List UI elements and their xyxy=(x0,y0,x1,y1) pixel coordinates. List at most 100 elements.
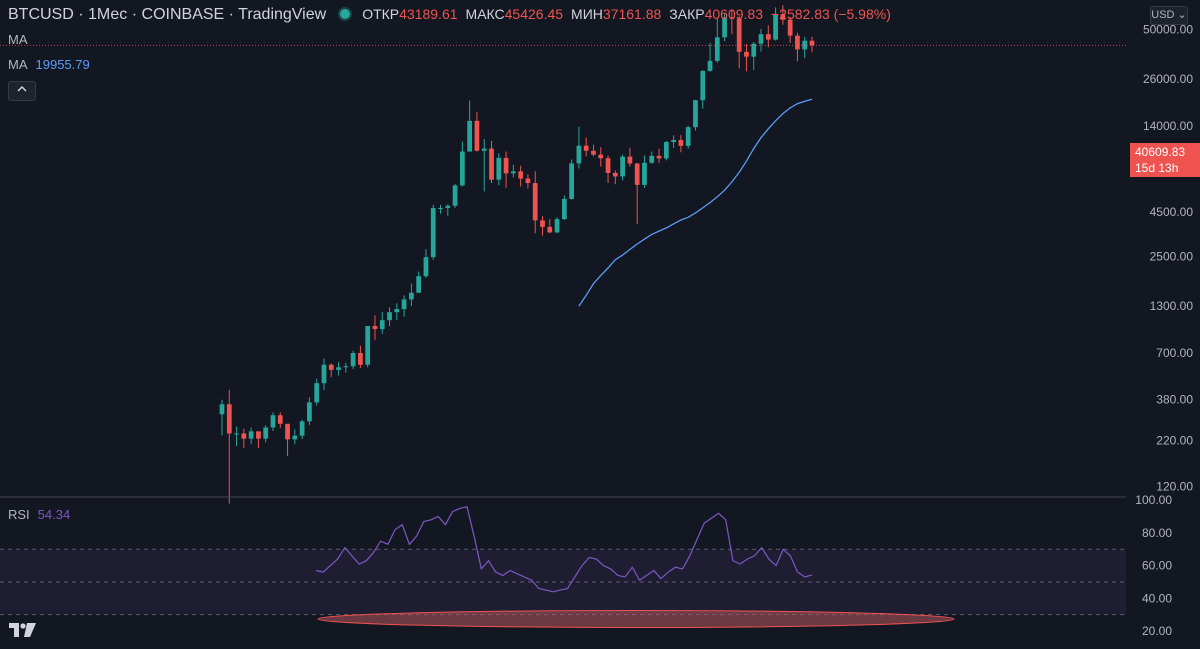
price-pane[interactable] xyxy=(0,5,1126,504)
candle[interactable] xyxy=(685,126,691,149)
candle[interactable] xyxy=(758,28,764,52)
candle[interactable] xyxy=(605,155,611,184)
indicator-rsi[interactable]: RSI 54.34 xyxy=(8,507,70,522)
candle[interactable] xyxy=(277,412,283,429)
candle[interactable] xyxy=(656,148,662,163)
candle[interactable] xyxy=(489,140,494,184)
candle[interactable] xyxy=(423,249,429,278)
candle[interactable] xyxy=(663,140,669,161)
candle[interactable] xyxy=(591,144,596,157)
candle[interactable] xyxy=(773,7,778,41)
tradingview-logo-icon[interactable] xyxy=(9,621,37,639)
candle[interactable] xyxy=(729,9,735,35)
candle[interactable] xyxy=(518,165,524,187)
candle[interactable] xyxy=(642,155,647,188)
candle[interactable] xyxy=(787,16,793,43)
price-axis-background[interactable] xyxy=(1126,0,1200,649)
candle[interactable] xyxy=(751,42,757,71)
currency-button[interactable]: USD ⌄ xyxy=(1150,6,1188,25)
candle[interactable] xyxy=(460,141,465,187)
candle[interactable] xyxy=(409,283,414,307)
candle[interactable] xyxy=(503,151,509,188)
candle[interactable] xyxy=(554,217,560,234)
candle[interactable] xyxy=(809,36,815,53)
candle[interactable] xyxy=(700,70,706,109)
candle[interactable] xyxy=(744,44,749,72)
candle[interactable] xyxy=(474,112,480,152)
candle[interactable] xyxy=(583,137,589,157)
candle[interactable] xyxy=(430,204,436,260)
candle[interactable] xyxy=(379,312,385,334)
candle[interactable] xyxy=(307,397,312,426)
candle[interactable] xyxy=(452,184,458,208)
candle[interactable] xyxy=(219,399,225,436)
candle[interactable] xyxy=(540,216,545,236)
candle[interactable] xyxy=(678,134,684,153)
candle[interactable] xyxy=(510,164,516,178)
candle[interactable] xyxy=(285,423,290,456)
candle-body xyxy=(460,151,465,186)
candle[interactable] xyxy=(358,345,363,368)
ma-line[interactable] xyxy=(578,98,813,307)
candle[interactable] xyxy=(576,126,582,169)
candle[interactable] xyxy=(292,429,298,445)
candle[interactable] xyxy=(372,315,378,341)
candle[interactable] xyxy=(598,147,604,167)
candle[interactable] xyxy=(438,204,443,214)
candle[interactable] xyxy=(445,204,451,216)
candle[interactable] xyxy=(627,147,633,167)
candle[interactable] xyxy=(270,412,276,432)
candle[interactable] xyxy=(620,154,625,181)
candle[interactable] xyxy=(226,389,232,504)
candle[interactable] xyxy=(241,428,247,448)
symbol-title[interactable]: BTCUSD · 1Мес · COINBASE · TradingView xyxy=(8,6,327,23)
price-axis[interactable]: 560000.00320000.00180000.00100000.005000… xyxy=(1126,0,1200,649)
candle[interactable] xyxy=(802,36,808,59)
candle[interactable] xyxy=(707,43,713,72)
candle[interactable] xyxy=(328,363,334,378)
candle[interactable] xyxy=(350,350,356,370)
candle[interactable] xyxy=(299,419,305,439)
candle[interactable] xyxy=(481,139,487,192)
candle[interactable] xyxy=(248,427,254,445)
candle[interactable] xyxy=(765,25,771,48)
candle[interactable] xyxy=(569,159,574,200)
candle[interactable] xyxy=(314,378,320,406)
candle[interactable] xyxy=(416,271,422,293)
candle[interactable] xyxy=(401,295,407,317)
candle[interactable] xyxy=(343,362,349,373)
candle[interactable] xyxy=(394,303,400,321)
candle[interactable] xyxy=(525,174,531,189)
candle[interactable] xyxy=(671,135,676,148)
candle[interactable] xyxy=(532,171,538,234)
candle[interactable] xyxy=(263,425,269,443)
candle[interactable] xyxy=(387,307,392,326)
candle[interactable] xyxy=(714,17,720,63)
candle-body xyxy=(387,312,392,321)
candle[interactable] xyxy=(336,362,341,376)
candle[interactable] xyxy=(467,100,473,152)
candle[interactable] xyxy=(365,325,371,368)
candle[interactable] xyxy=(561,195,567,221)
candle[interactable] xyxy=(736,16,742,69)
candle[interactable] xyxy=(693,99,698,131)
candle[interactable] xyxy=(722,13,727,42)
candle[interactable] xyxy=(780,5,786,25)
indicator-ma-1[interactable]: MA xyxy=(8,32,28,47)
candle[interactable] xyxy=(234,426,239,447)
rsi-pane[interactable] xyxy=(0,505,1126,628)
rsi-line[interactable] xyxy=(315,505,813,593)
ellipse-drawing[interactable] xyxy=(317,610,955,628)
candle[interactable] xyxy=(634,162,640,224)
indicator-ma-2[interactable]: MA 19955.79 xyxy=(8,57,90,72)
market-status-icon[interactable] xyxy=(340,9,351,19)
candle[interactable] xyxy=(612,170,618,185)
candle[interactable] xyxy=(649,151,655,164)
candle[interactable] xyxy=(256,431,261,448)
candle[interactable] xyxy=(321,358,327,390)
collapse-legend-button[interactable] xyxy=(8,81,36,101)
candle[interactable] xyxy=(496,153,502,186)
candle[interactable] xyxy=(795,32,800,62)
candle[interactable] xyxy=(547,219,553,234)
